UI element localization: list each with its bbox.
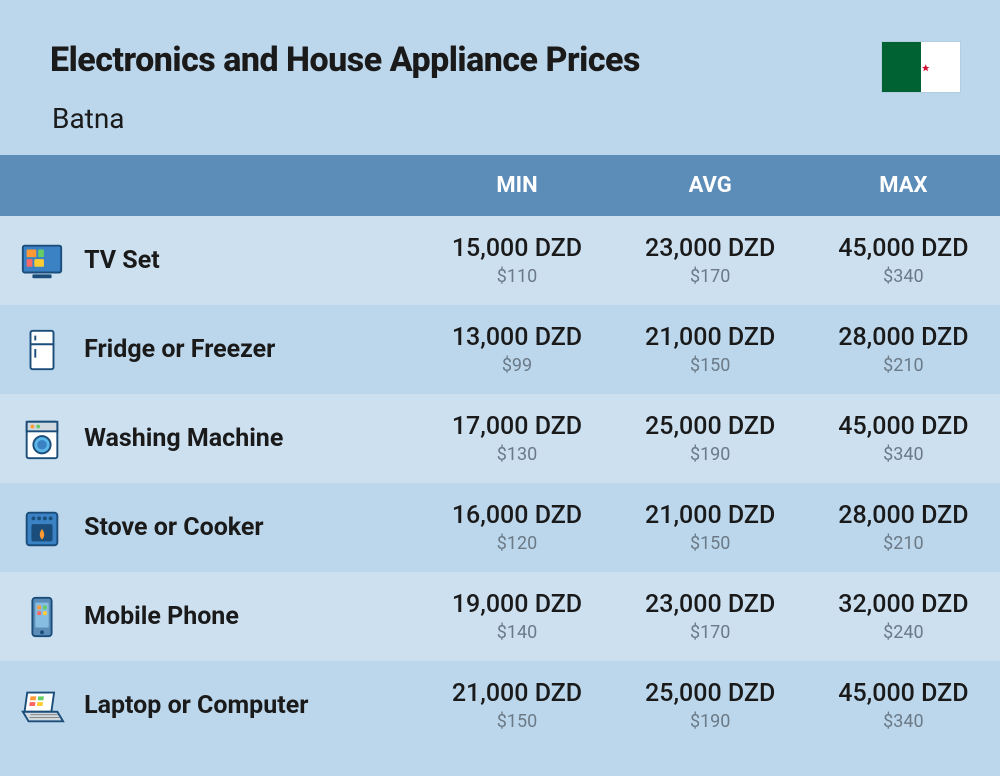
min-dzd: 21,000 DZD [420, 679, 613, 709]
table-row: Washing Machine 17,000 DZD $130 25,000 D… [0, 394, 1000, 483]
cell-avg: 21,000 DZD $150 [614, 305, 807, 394]
max-dzd: 45,000 DZD [807, 679, 1000, 709]
cell-min: 21,000 DZD $150 [420, 661, 613, 750]
max-dzd: 45,000 DZD [807, 412, 1000, 442]
page-title: Electronics and House Appliance Prices [50, 40, 950, 80]
min-usd: $99 [420, 355, 613, 376]
header: Electronics and House Appliance Prices B… [0, 0, 1000, 155]
cell-avg: 21,000 DZD $150 [614, 483, 807, 572]
avg-dzd: 21,000 DZD [614, 501, 807, 531]
cell-max: 45,000 DZD $340 [807, 394, 1000, 483]
cell-avg: 23,000 DZD $170 [614, 572, 807, 661]
min-usd: $110 [420, 266, 613, 287]
avg-dzd: 21,000 DZD [614, 323, 807, 353]
row-label: Laptop or Computer [80, 661, 420, 750]
row-icon-cell [0, 216, 80, 305]
cell-min: 13,000 DZD $99 [420, 305, 613, 394]
min-usd: $120 [420, 533, 613, 554]
table-row: Stove or Cooker 16,000 DZD $120 21,000 D… [0, 483, 1000, 572]
min-usd: $150 [420, 711, 613, 732]
min-dzd: 15,000 DZD [420, 234, 613, 264]
cell-max: 28,000 DZD $210 [807, 483, 1000, 572]
table-row: Mobile Phone 19,000 DZD $140 23,000 DZD … [0, 572, 1000, 661]
max-usd: $340 [807, 266, 1000, 287]
row-icon-cell [0, 483, 80, 572]
avg-usd: $170 [614, 266, 807, 287]
cell-max: 32,000 DZD $240 [807, 572, 1000, 661]
page-subtitle: Batna [52, 102, 950, 135]
avg-usd: $190 [614, 711, 807, 732]
row-label: Fridge or Freezer [80, 305, 420, 394]
table-row: TV Set 15,000 DZD $110 23,000 DZD $170 4… [0, 216, 1000, 305]
tv-icon [19, 238, 65, 284]
cell-avg: 25,000 DZD $190 [614, 394, 807, 483]
row-label: Washing Machine [80, 394, 420, 483]
min-dzd: 19,000 DZD [420, 590, 613, 620]
min-usd: $130 [420, 444, 613, 465]
table-row: Laptop or Computer 21,000 DZD $150 25,00… [0, 661, 1000, 750]
cell-max: 45,000 DZD $340 [807, 661, 1000, 750]
max-usd: $210 [807, 533, 1000, 554]
row-label: Mobile Phone [80, 572, 420, 661]
phone-icon [19, 594, 65, 640]
max-dzd: 45,000 DZD [807, 234, 1000, 264]
cell-max: 28,000 DZD $210 [807, 305, 1000, 394]
cell-min: 19,000 DZD $140 [420, 572, 613, 661]
avg-dzd: 23,000 DZD [614, 590, 807, 620]
cell-avg: 25,000 DZD $190 [614, 661, 807, 750]
min-dzd: 16,000 DZD [420, 501, 613, 531]
washer-icon [19, 416, 65, 462]
avg-usd: $150 [614, 533, 807, 554]
avg-dzd: 25,000 DZD [614, 412, 807, 442]
row-label: TV Set [80, 216, 420, 305]
avg-dzd: 23,000 DZD [614, 234, 807, 264]
avg-usd: $190 [614, 444, 807, 465]
fridge-icon [19, 327, 65, 373]
col-min: MIN [420, 155, 613, 216]
min-dzd: 13,000 DZD [420, 323, 613, 353]
row-icon-cell [0, 394, 80, 483]
max-dzd: 28,000 DZD [807, 501, 1000, 531]
col-label [80, 155, 420, 216]
table-row: Fridge or Freezer 13,000 DZD $99 21,000 … [0, 305, 1000, 394]
max-dzd: 28,000 DZD [807, 323, 1000, 353]
laptop-icon [19, 683, 65, 729]
min-dzd: 17,000 DZD [420, 412, 613, 442]
col-max: MAX [807, 155, 1000, 216]
max-usd: $210 [807, 355, 1000, 376]
min-usd: $140 [420, 622, 613, 643]
avg-dzd: 25,000 DZD [614, 679, 807, 709]
max-usd: $340 [807, 711, 1000, 732]
stove-icon [19, 505, 65, 551]
max-dzd: 32,000 DZD [807, 590, 1000, 620]
col-avg: AVG [614, 155, 807, 216]
row-label: Stove or Cooker [80, 483, 420, 572]
cell-min: 17,000 DZD $130 [420, 394, 613, 483]
flag-icon [882, 42, 960, 92]
cell-min: 15,000 DZD $110 [420, 216, 613, 305]
cell-avg: 23,000 DZD $170 [614, 216, 807, 305]
cell-max: 45,000 DZD $340 [807, 216, 1000, 305]
cell-min: 16,000 DZD $120 [420, 483, 613, 572]
avg-usd: $170 [614, 622, 807, 643]
col-icon [0, 155, 80, 216]
max-usd: $340 [807, 444, 1000, 465]
row-icon-cell [0, 572, 80, 661]
row-icon-cell [0, 661, 80, 750]
max-usd: $240 [807, 622, 1000, 643]
row-icon-cell [0, 305, 80, 394]
price-table: MIN AVG MAX TV Set 15,000 DZD $110 23,00… [0, 155, 1000, 750]
avg-usd: $150 [614, 355, 807, 376]
